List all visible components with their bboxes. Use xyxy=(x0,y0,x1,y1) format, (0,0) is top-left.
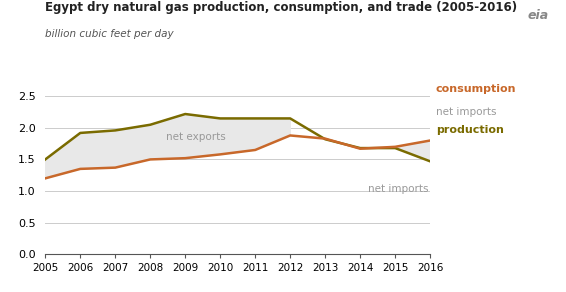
Text: billion cubic feet per day: billion cubic feet per day xyxy=(45,29,174,39)
Text: Egypt dry natural gas production, consumption, and trade (2005-2016): Egypt dry natural gas production, consum… xyxy=(45,1,517,15)
Text: production: production xyxy=(436,125,504,135)
Text: consumption: consumption xyxy=(436,84,516,94)
Text: eia: eia xyxy=(528,9,549,22)
Text: net exports: net exports xyxy=(166,132,226,142)
Text: net imports: net imports xyxy=(436,107,496,117)
Text: net imports: net imports xyxy=(368,184,428,194)
